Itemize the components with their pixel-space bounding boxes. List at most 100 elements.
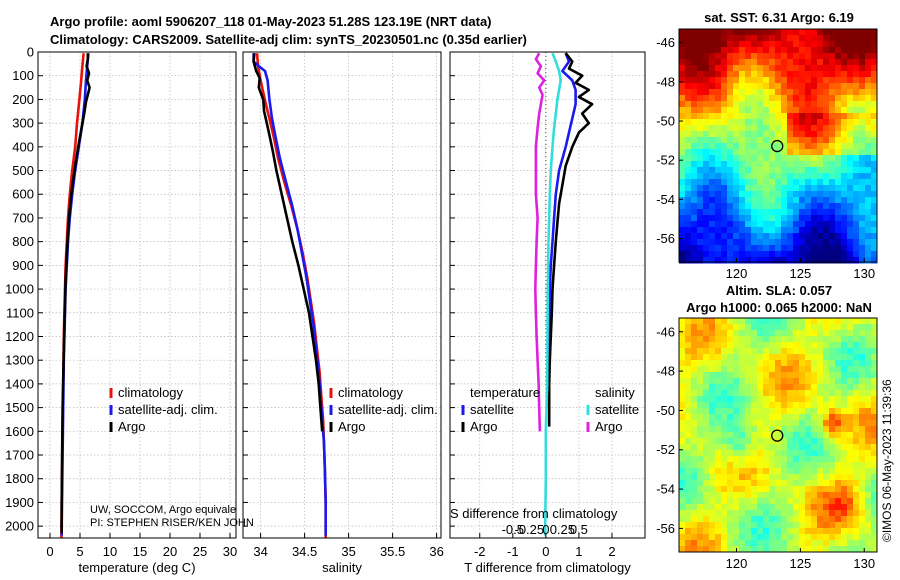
heatmap-cell xyxy=(697,372,704,379)
heatmap-cell xyxy=(769,29,776,36)
heatmap-cell xyxy=(835,77,842,84)
heatmap-cell xyxy=(781,77,788,84)
heatmap-cell xyxy=(823,107,830,114)
heatmap-cell xyxy=(751,113,758,120)
heatmap-cell xyxy=(841,492,848,499)
heatmap-cell xyxy=(859,468,866,475)
heatmap-cell xyxy=(721,185,728,192)
heatmap-cell xyxy=(799,83,806,90)
heatmap-cell xyxy=(847,462,854,469)
heatmap-cell xyxy=(763,510,770,517)
heatmap-cell xyxy=(811,498,818,505)
heatmap-cell xyxy=(775,53,782,60)
heatmap-cell xyxy=(727,492,734,499)
heatmap-cell xyxy=(727,324,734,331)
heatmap-cell xyxy=(823,540,830,547)
heatmap-cell xyxy=(739,378,746,385)
heatmap-cell xyxy=(679,215,686,222)
heatmap-cell xyxy=(715,71,722,78)
heatmap-cell xyxy=(835,107,842,114)
heatmap-cell xyxy=(697,492,704,499)
heatmap-cell xyxy=(709,324,716,331)
heatmap-cell xyxy=(811,528,818,535)
heatmap-cell xyxy=(841,378,848,385)
heatmap-cell xyxy=(703,546,710,553)
heatmap-cell xyxy=(829,414,836,421)
heatmap-cell xyxy=(733,221,740,228)
heatmap-cell xyxy=(853,221,860,228)
heatmap-cell xyxy=(751,324,758,331)
heatmap-cell xyxy=(691,522,698,529)
heatmap-cell xyxy=(853,414,860,421)
heatmap-cell xyxy=(853,480,860,487)
heatmap-cell xyxy=(751,480,758,487)
heatmap-cell xyxy=(727,450,734,457)
heatmap-cell xyxy=(775,167,782,174)
heatmap-cell xyxy=(709,143,716,150)
heatmap-cell xyxy=(685,71,692,78)
heatmap-cell xyxy=(709,137,716,144)
heatmap-cell xyxy=(775,546,782,553)
heatmap-cell xyxy=(805,137,812,144)
heatmap-cell xyxy=(757,161,764,168)
heatmap-cell xyxy=(817,474,824,481)
heatmap-cell xyxy=(805,378,812,385)
heatmap-cell xyxy=(763,77,770,84)
heatmap-cell xyxy=(763,504,770,511)
heatmap-cell xyxy=(847,59,854,66)
heatmap-cell xyxy=(697,414,704,421)
heatmap-cell xyxy=(745,528,752,535)
heatmap-cell xyxy=(685,245,692,252)
heatmap-cell xyxy=(787,191,794,198)
heatmap-cell xyxy=(871,125,878,132)
heatmap-cell xyxy=(775,41,782,48)
heatmap-cell xyxy=(859,95,866,102)
credit-line-1: UW, SOCCOM, Argo equivale xyxy=(90,504,236,516)
heatmap-cell xyxy=(859,474,866,481)
heatmap-cell xyxy=(811,239,818,246)
heatmap-cell xyxy=(733,456,740,463)
heatmap-cell xyxy=(817,35,824,42)
heatmap-cell xyxy=(811,486,818,493)
heatmap-cell xyxy=(805,101,812,108)
heatmap-cell xyxy=(721,47,728,54)
heatmap-cell xyxy=(769,504,776,511)
heatmap-cell xyxy=(847,378,854,385)
heatmap-cell xyxy=(835,53,842,60)
heatmap-cell xyxy=(679,342,686,349)
heatmap-cell xyxy=(691,167,698,174)
heatmap-cell xyxy=(775,384,782,391)
heatmap-cell xyxy=(787,540,794,547)
heatmap-cell xyxy=(733,53,740,60)
heatmap-cell xyxy=(763,528,770,535)
heatmap-cell xyxy=(847,396,854,403)
heatmap-cell xyxy=(739,191,746,198)
heatmap-cell xyxy=(733,354,740,361)
heatmap-cell xyxy=(853,131,860,138)
heatmap-cell xyxy=(751,372,758,379)
heatmap-cell xyxy=(847,113,854,120)
heatmap-cell xyxy=(841,420,848,427)
heatmap-cell xyxy=(685,486,692,493)
heatmap-cell xyxy=(745,540,752,547)
heatmap-cell xyxy=(727,47,734,54)
heatmap-cell xyxy=(841,221,848,228)
heatmap-cell xyxy=(697,360,704,367)
heatmap-cell xyxy=(751,215,758,222)
heatmap-cell xyxy=(871,396,878,403)
y-tick-label: 1400 xyxy=(5,376,34,391)
heatmap-cell xyxy=(691,209,698,216)
heatmap-cell xyxy=(793,107,800,114)
heatmap-cell xyxy=(685,119,692,126)
heatmap-cell xyxy=(685,360,692,367)
heatmap-cell xyxy=(745,245,752,252)
heatmap-cell xyxy=(871,318,878,325)
s-tick-label: 0.25 xyxy=(550,522,575,537)
heatmap-cell xyxy=(781,486,788,493)
heatmap-cell xyxy=(721,342,728,349)
heatmap-cell xyxy=(757,528,764,535)
heatmap-cell xyxy=(685,468,692,475)
heatmap-cell xyxy=(847,372,854,379)
heatmap-cell xyxy=(733,143,740,150)
heatmap-cell xyxy=(859,498,866,505)
